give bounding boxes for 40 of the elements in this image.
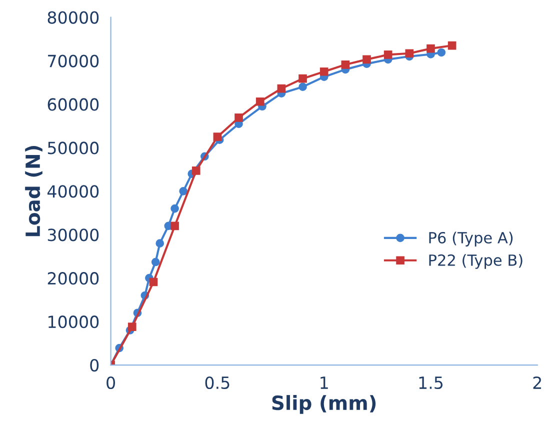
point — [213, 132, 222, 141]
y-tick-label: 10000 — [48, 316, 99, 328]
x-axis-title: Slip (mm) — [272, 395, 376, 414]
point — [192, 166, 200, 175]
point — [298, 82, 307, 91]
point — [179, 186, 188, 196]
point — [234, 114, 243, 122]
y-axis-title: Load (N) — [25, 146, 42, 236]
point — [256, 97, 264, 106]
point — [128, 322, 136, 331]
point — [405, 49, 414, 58]
point — [362, 55, 371, 64]
point — [448, 41, 456, 50]
point — [170, 204, 179, 213]
y-tick-label: 40000 — [47, 185, 99, 198]
point — [277, 84, 286, 93]
point — [298, 74, 307, 83]
point — [437, 48, 446, 57]
y-tick-label: 0 — [90, 359, 99, 372]
legend-label: P22 (Type B) — [429, 254, 522, 269]
y-tick-label: 80000 — [48, 11, 99, 24]
x-tick-label: 0.5 — [205, 376, 230, 390]
y-tick-label: 20000 — [48, 272, 99, 285]
y-tick-label: 30000 — [48, 228, 99, 242]
y-tick-label: 60000 — [48, 98, 99, 111]
point — [341, 60, 350, 69]
y-tick-label: 50000 — [48, 142, 99, 154]
y-tick-label: 70000 — [48, 54, 99, 68]
point — [320, 67, 328, 76]
point — [149, 278, 158, 286]
point — [170, 222, 179, 230]
x-tick-label: 1 — [320, 376, 328, 389]
x-tick-label: 1.5 — [419, 376, 443, 390]
x-tick-label: 0 — [106, 376, 115, 390]
point — [151, 258, 160, 266]
point — [384, 50, 392, 59]
x-tick-label: 2 — [533, 376, 542, 389]
point — [156, 239, 164, 248]
point — [426, 44, 435, 53]
legend-label: P6 (Type A) — [429, 232, 513, 246]
